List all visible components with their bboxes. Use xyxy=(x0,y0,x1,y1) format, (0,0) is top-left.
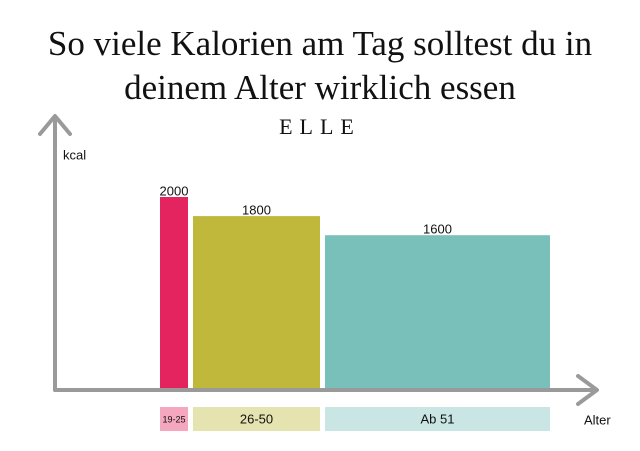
category-box xyxy=(193,407,320,431)
bar xyxy=(325,235,550,388)
x-arrow xyxy=(576,374,599,406)
chart-title: So viele Kalorien am Tag solltest du in … xyxy=(47,24,593,107)
value-label: 1600 xyxy=(423,222,452,237)
y-arrow xyxy=(38,114,72,136)
category-box xyxy=(325,407,550,431)
brand: ELLE xyxy=(279,114,361,139)
category-box xyxy=(160,407,188,431)
bar xyxy=(160,197,188,388)
value-label: 2000 xyxy=(160,183,189,198)
bar xyxy=(193,216,320,388)
x-tick-label: 26-50 xyxy=(240,411,273,426)
y-axis-label: kcal xyxy=(63,147,86,162)
axes xyxy=(38,114,599,406)
x-tick-label: Ab 51 xyxy=(421,411,455,426)
x-axis-label: Alter xyxy=(584,412,611,427)
x-tick-label: 19-25 xyxy=(162,414,185,424)
value-label: 1800 xyxy=(242,203,271,218)
